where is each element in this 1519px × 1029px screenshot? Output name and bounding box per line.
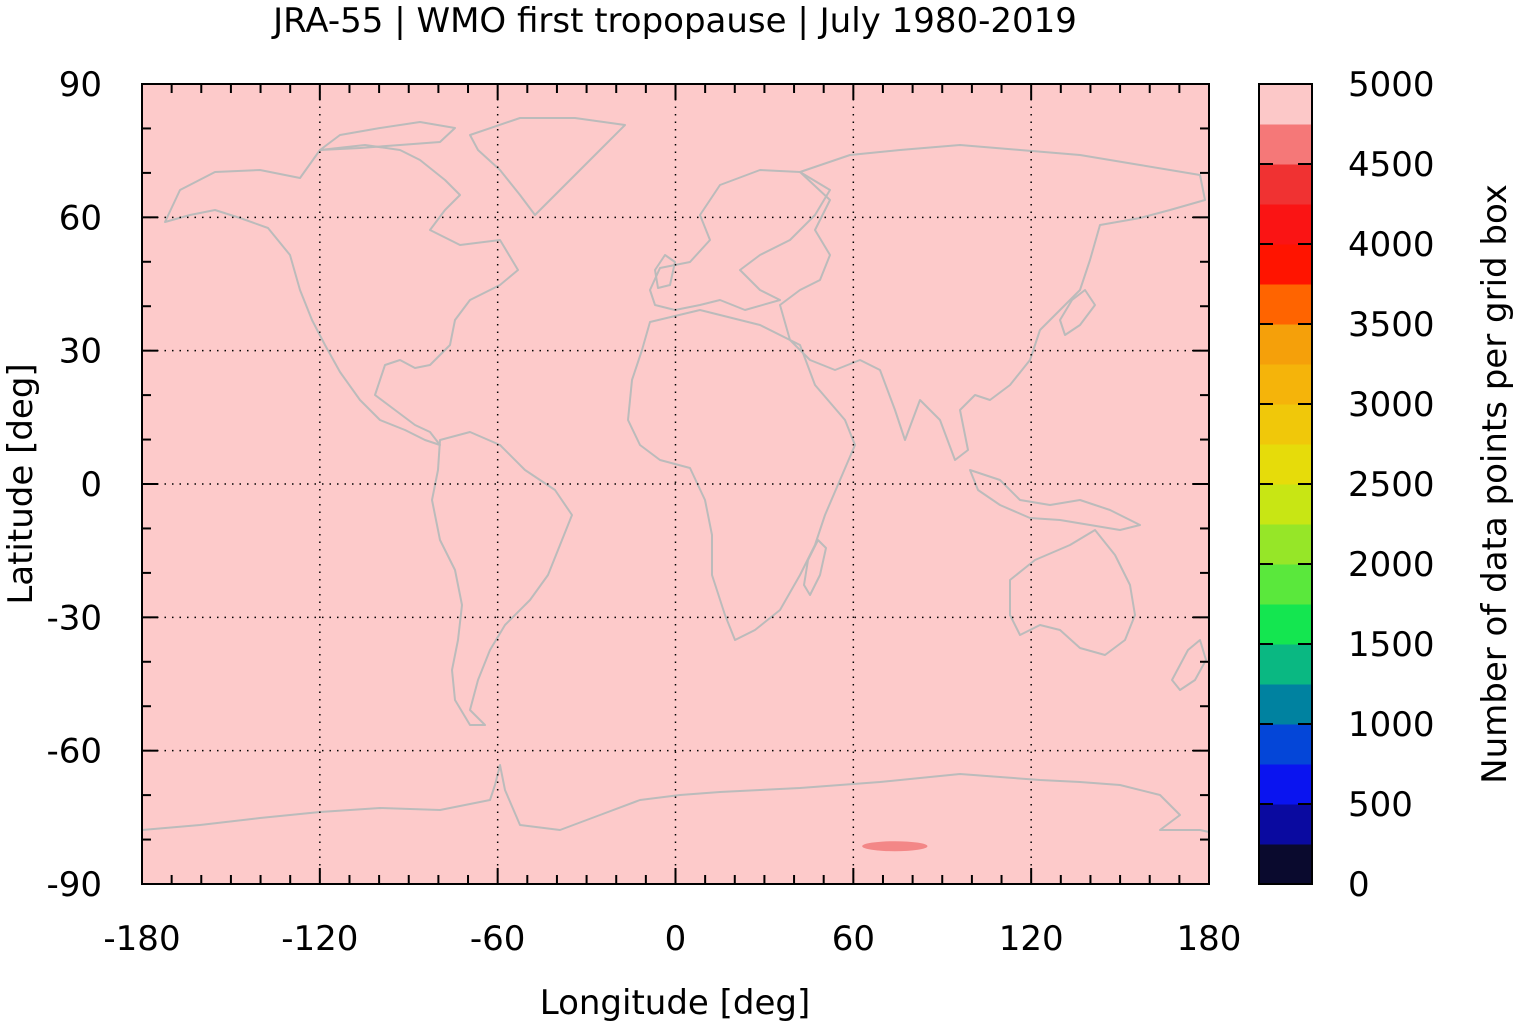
colorbar-tick-label: 1500 xyxy=(1348,625,1435,665)
colorbar-swatch xyxy=(1259,124,1312,165)
colorbar-tick-label: 2000 xyxy=(1348,545,1435,585)
coast-madagascar xyxy=(803,539,827,596)
colorbar-swatch xyxy=(1259,564,1312,605)
map-plot-area xyxy=(141,83,1210,885)
colorbar-swatch xyxy=(1259,524,1312,565)
x-tick-label: 120 xyxy=(999,919,1064,959)
coast-greenland xyxy=(469,117,626,216)
x-tick-label: 0 xyxy=(665,919,687,959)
y-tick-label: -90 xyxy=(46,865,102,905)
coast-new-zealand xyxy=(1171,639,1207,691)
colorbar-swatch xyxy=(1259,284,1312,325)
colorbar-swatch xyxy=(1259,644,1312,685)
colorbar-swatch xyxy=(1259,844,1312,885)
chart-title: JRA-55 | WMO first tropopause | July 198… xyxy=(271,1,1077,41)
coast-arctic-islands xyxy=(319,121,456,151)
x-axis-tick-labels: -180 -120 -60 0 60 120 180 xyxy=(103,919,1241,959)
y-tick-label: 30 xyxy=(59,332,102,372)
x-axis-title: Longitude [deg] xyxy=(540,983,811,1023)
colorbar-swatch xyxy=(1259,404,1312,445)
y-axis-tick-labels: 90 60 30 0 -30 -60 -90 xyxy=(46,65,102,905)
y-tick-label: -60 xyxy=(46,732,102,772)
colorbar-swatch xyxy=(1259,684,1312,725)
colorbar-tick-label: 4500 xyxy=(1348,145,1435,185)
colorbar-swatch xyxy=(1259,244,1312,285)
colorbar-tick-label: 4000 xyxy=(1348,225,1435,265)
colorbar-swatch xyxy=(1259,604,1312,645)
heatmap-feature-cell xyxy=(862,841,928,852)
feature-layer xyxy=(862,841,928,852)
coastlines xyxy=(141,117,1210,833)
colorbar xyxy=(1258,83,1313,885)
axis-ticks xyxy=(141,83,1210,885)
colorbar-tick-label: 5000 xyxy=(1348,65,1435,105)
colorbar-swatch xyxy=(1259,804,1312,845)
colorbar-tick-labels: 0 500 1000 1500 2000 2500 3000 3500 4000 4500 5000 xyxy=(1348,65,1435,905)
x-tick-label: 180 xyxy=(1177,919,1242,959)
colorbar-swatch xyxy=(1259,764,1312,805)
x-tick-label: -60 xyxy=(470,919,526,959)
colorbar-tick-label: 1000 xyxy=(1348,705,1435,745)
y-tick-label: 90 xyxy=(59,65,102,105)
colorbar-tick-label: 3000 xyxy=(1348,385,1435,425)
coast-australia xyxy=(1009,529,1136,656)
coast-north-america xyxy=(164,144,519,446)
x-tick-label: 60 xyxy=(832,919,875,959)
coast-indonesia xyxy=(969,469,1141,531)
colorbar-tick-label: 500 xyxy=(1348,785,1413,825)
coast-south-america xyxy=(431,431,573,726)
colorbar-tick-label: 2500 xyxy=(1348,465,1435,505)
colorbar-swatch xyxy=(1259,164,1312,205)
coast-africa xyxy=(627,309,856,641)
colorbar-swatch xyxy=(1259,364,1312,405)
coast-europe xyxy=(649,169,831,311)
colorbar-swatch xyxy=(1259,484,1312,525)
colorbar-swatch xyxy=(1259,724,1312,765)
y-tick-label: -30 xyxy=(46,598,102,638)
coast-antarctica xyxy=(141,764,1210,833)
coast-uk xyxy=(654,254,676,289)
y-tick-label: 0 xyxy=(80,465,102,505)
colorbar-swatch xyxy=(1259,444,1312,485)
colorbar-title: Number of data points per grid box xyxy=(1475,184,1515,784)
colorbar-swatch xyxy=(1259,204,1312,245)
colorbar-swatch xyxy=(1259,84,1312,125)
gridlines xyxy=(142,84,1209,884)
y-axis-title: Latitude [deg] xyxy=(1,363,41,604)
x-tick-label: -180 xyxy=(103,919,180,959)
x-tick-label: -120 xyxy=(281,919,358,959)
colorbar-tick-label: 0 xyxy=(1348,865,1370,905)
coast-japan xyxy=(1059,289,1096,336)
colorbar-tick-label: 3500 xyxy=(1348,305,1435,345)
coast-asia xyxy=(779,144,1206,461)
colorbar-swatch xyxy=(1259,324,1312,365)
y-tick-label: 60 xyxy=(59,198,102,238)
